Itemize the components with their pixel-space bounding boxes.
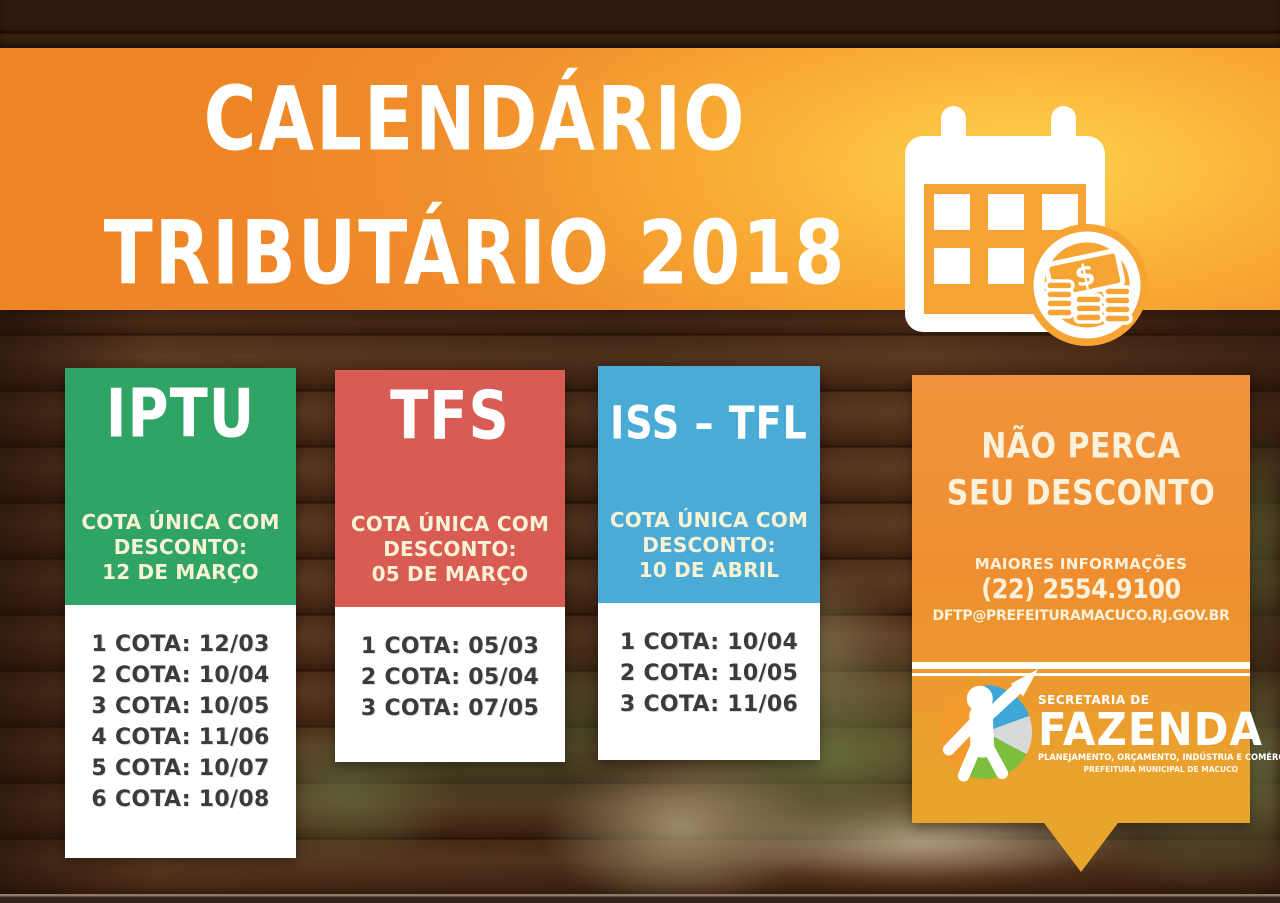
logo-name: FAZENDA [1038,702,1264,756]
discount-headline: NÃO PERCA SEU DESCONTO [946,426,1216,514]
installment-row: 1 COTA: 12/03 [91,632,270,657]
tax-title: TFS [390,377,510,456]
info-card-tail [1044,823,1118,872]
contact-block: MAIORES INFORMAÇÕES (22) 2554.9100 DFTP@… [912,555,1250,624]
bottom-wood-strip [0,894,1280,903]
installment-row: 2 COTA: 05/04 [360,665,540,690]
installment-row: 4 COTA: 11/06 [91,725,270,750]
poster-title: CALENDÁRIO TRIBUTÁRIO 2018 [55,52,895,320]
installments-list: 1 COTA: 12/03 2 COTA: 10/04 3 COTA: 10/0… [65,605,296,815]
installment-row: 6 COTA: 10/08 [91,787,270,812]
poster-title-line2: TRIBUTÁRIO 2018 [103,201,847,305]
divider-thin [912,673,1250,676]
installment-row: 1 COTA: 10/04 [619,630,799,655]
tax-title: ISS – TFL [610,396,808,450]
tax-card-header: TFS COTA ÚNICA COM DESCONTO: 05 DE MARÇO [335,370,565,607]
email-address: DFTP@PREFEITURAMACUCO.RJ.GOV.BR [932,608,1230,624]
tax-card-iss-tfl: ISS – TFL COTA ÚNICA COM DESCONTO: 10 DE… [598,366,820,760]
phone-number: (22) 2554.9100 [981,573,1181,605]
divider-thick [912,662,1250,669]
contact-label: MAIORES INFORMAÇÕES [974,555,1188,573]
person-icon [942,669,1039,782]
installment-row: 2 COTA: 10/05 [619,661,799,686]
installment-row: 3 COTA: 07/05 [360,696,540,721]
installment-row: 3 COTA: 11/06 [619,692,799,717]
info-card: NÃO PERCA SEU DESCONTO MAIORES INFORMAÇÕ… [912,375,1280,872]
tax-title: IPTU [105,375,256,454]
tax-card-header: IPTU COTA ÚNICA COM DESCONTO: 12 DE MARÇ… [65,368,296,605]
money-icon: $ [1026,224,1148,346]
tax-card-tfs: TFS COTA ÚNICA COM DESCONTO: 05 DE MARÇO… [335,370,565,762]
tax-card-header: ISS – TFL COTA ÚNICA COM DESCONTO: 10 DE… [598,366,820,603]
top-wood-strip [0,0,1280,48]
logo-municipality: PREFEITURA MUNICIPAL DE MACUCO [1083,765,1238,774]
poster-title-line1: CALENDÁRIO [203,67,747,171]
tax-card-iptu: IPTU COTA ÚNICA COM DESCONTO: 12 DE MARÇ… [65,368,296,858]
installment-row: 5 COTA: 10/07 [91,756,270,781]
installments-list: 1 COTA: 10/04 2 COTA: 10/05 3 COTA: 11/0… [598,603,820,720]
header-banner: CALENDÁRIO TRIBUTÁRIO 2018 $ [0,48,1280,346]
installment-row: 3 COTA: 10/05 [91,694,270,719]
installment-row: 1 COTA: 05/03 [360,634,540,659]
calendar-icon: $ [905,106,1148,346]
discount-info: COTA ÚNICA COM DESCONTO: 12 DE MARÇO [81,510,280,584]
fazenda-logo-icon [938,669,1039,782]
fazenda-logo: SECRETARIA DE FAZENDA PLANEJAMENTO, ORÇA… [938,669,1280,782]
installments-list: 1 COTA: 05/03 2 COTA: 05/04 3 COTA: 07/0… [335,607,565,724]
discount-info: COTA ÚNICA COM DESCONTO: 05 DE MARÇO [350,512,550,586]
fazenda-logo-text: SECRETARIA DE FAZENDA PLANEJAMENTO, ORÇA… [1038,685,1280,779]
installment-row: 2 COTA: 10/04 [91,663,270,688]
logo-departments: PLANEJAMENTO, ORÇAMENTO, INDÚSTRIA E COM… [1038,753,1280,763]
logo-secretary-of: SECRETARIA DE [1038,693,1150,707]
discount-info: COTA ÚNICA COM DESCONTO: 10 DE ABRIL [609,508,809,582]
